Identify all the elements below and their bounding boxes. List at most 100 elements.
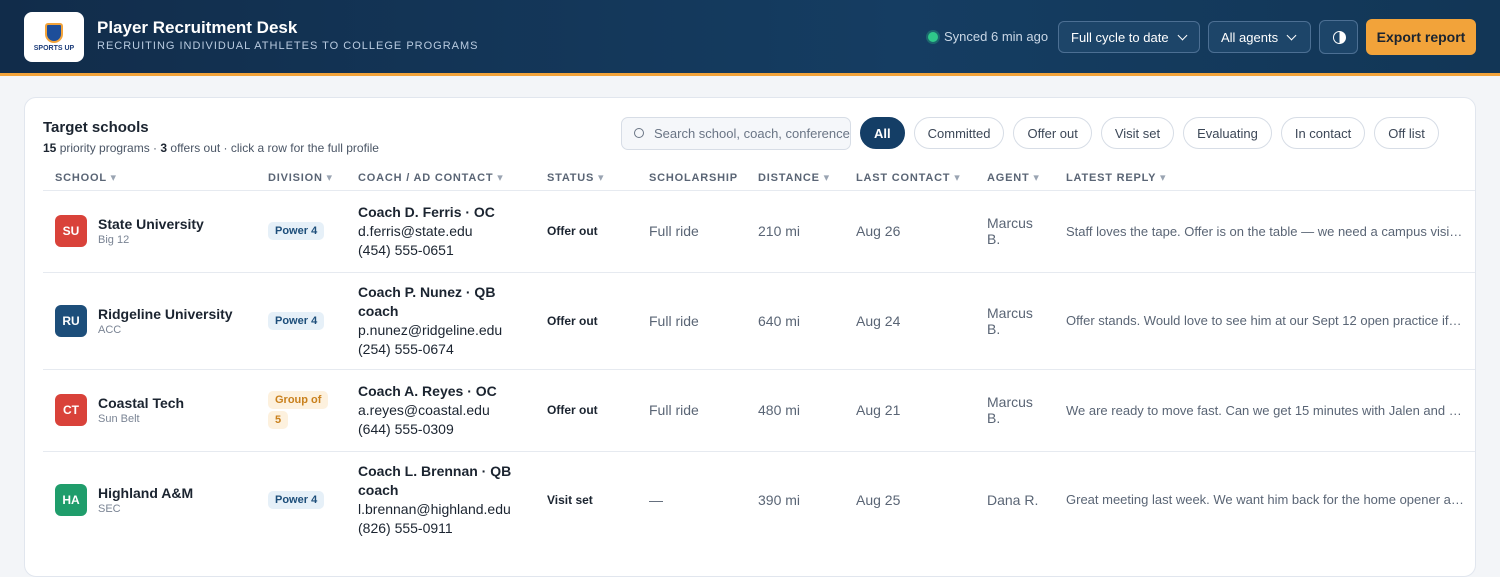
column-header[interactable]: COACH / AD CONTACT [346,166,535,190]
filter-chip[interactable]: Off list [1374,117,1439,149]
search-input[interactable]: Search school, coach, conference [621,117,851,150]
column-header[interactable]: AGENT [975,166,1054,190]
coach-name: Coach A. Reyes · OC [358,382,497,399]
schools-table: SCHOOLDIVISIONCOACH / AD CONTACTSTATUS SC… [43,166,1475,548]
coach-name: Coach D. Ferris · OC [358,203,495,220]
latest-reply: Offer stands. Would love to see him at o… [1054,271,1475,369]
scholarship: Full ride [637,368,746,451]
filter-chip[interactable]: In contact [1280,117,1366,149]
coach-phone: (644) 555-0309 [358,420,454,437]
school-cell: SU State University Big 12 [43,189,256,272]
coach-phone: (454) 555-0651 [358,241,454,258]
logo[interactable]: SPORTS UP [24,12,84,62]
school-avatar: CT [55,394,87,426]
coach-cell: Coach P. Nunez · QB coach p.nunez@ridgeli… [346,271,535,369]
filter-chip[interactable]: Visit set [1100,117,1175,149]
division-badge: Power 4 [268,222,325,240]
header: SPORTS UP Player Recruitment Desk RECRUI… [0,0,1500,76]
division-badge: Group of 5 [268,391,329,429]
school-cell: RU Ridgeline University ACC [43,271,256,369]
coach-email: d.ferris@state.edu [358,222,473,239]
school: CT Coastal Tech Sun Belt [55,394,244,426]
filter-chip[interactable]: Committed [913,117,1005,149]
status: Offer out [535,189,637,272]
column-header[interactable]: DISTANCE [746,166,844,190]
school-avatar: RU [55,304,87,337]
filter-chip[interactable]: Evaluating [1183,117,1272,149]
summary-text: priority programs · [56,141,161,155]
conference: ACC [98,323,122,336]
export-button[interactable]: Export report [1366,19,1476,55]
distance: 390 mi [746,450,844,548]
last-contact: Aug 24 [844,271,975,369]
agent: Dana R. [975,450,1054,548]
school-name: State University [98,216,204,232]
agent-select[interactable]: All agents [1208,21,1311,53]
school-row[interactable]: CT Coastal Tech Sun Belt Group of 5 Coach A.… [43,368,1475,451]
school-name: Ridgeline University [98,305,233,322]
division-cell: Power 4 [256,450,346,548]
conference: Sun Belt [98,413,140,425]
school-row[interactable]: RU Ridgeline University ACC Power 4 Coach P.… [43,271,1475,369]
coach-name: Coach L. Brennan · QB coach [358,462,512,498]
scholarship: — [637,450,746,548]
school-cell: HA Highland A&M SEC [43,450,256,548]
count: 15 [43,141,57,155]
column-header[interactable]: LATEST REPLY [1054,166,1475,190]
logo-text: SPORTS UP [33,44,75,52]
latest-reply: We are ready to move fast. Can we get 15… [1054,368,1475,451]
card-title: Target schools [43,119,149,136]
school-info: Ridgeline University ACC [98,306,233,336]
status: Offer out [535,271,637,369]
status: Offer out [535,368,637,451]
column-header[interactable]: SCHOOL [43,166,256,190]
coach-cell: Coach D. Ferris · OC d.ferris@state.edu (4… [346,189,535,272]
school-avatar: HA [55,483,87,516]
division-cell: Group of 5 [256,368,346,451]
school-row[interactable]: SU State University Big 12 Power 4 Coach D. … [43,189,1475,272]
column-header[interactable]: LAST CONTACT [844,166,975,190]
distance: 640 mi [746,271,844,369]
school-info: State University Big 12 [98,216,204,246]
division-badge: Power 4 [268,311,325,330]
school-avatar: SU [55,215,87,247]
theme-toggle[interactable] [1319,20,1358,54]
filter-chip[interactable]: All [860,117,905,149]
coach-email: l.brennan@highland.edu [358,500,511,517]
scholarship: Full ride [637,189,746,272]
column-header[interactable]: SCHOLARSHIP [649,171,738,184]
conference: SEC [98,502,121,515]
distance: 480 mi [746,368,844,451]
cycle-select[interactable]: Full cycle to date [1058,21,1200,53]
division-cell: Power 4 [256,271,346,369]
coach-name: Coach P. Nunez · QB coach [358,283,496,319]
coach-email: a.reyes@coastal.edu [358,401,490,418]
scholarship: Full ride [637,271,746,369]
sync-text: Synced 6 min ago [944,29,1049,44]
school-name: Coastal Tech [98,395,185,411]
summary-text: offers out · click a row for the full pr… [167,141,379,155]
coach-cell: Coach A. Reyes · OC a.reyes@coastal.edu (6… [346,368,535,451]
school: SU State University Big 12 [55,215,244,247]
coach-cell: Coach L. Brennan · QB coach l.brennan@hig… [346,450,535,548]
last-contact: Aug 26 [844,189,975,272]
last-contact: Aug 25 [844,450,975,548]
column-header[interactable]: DIVISION [256,166,346,190]
schools-card: Target schools 15 priority programs · 3 … [24,97,1476,577]
school-cell: CT Coastal Tech Sun Belt [43,368,256,451]
column-header[interactable]: STATUS [535,166,637,190]
agent: Marcus B. [975,271,1054,369]
latest-reply: Great meeting last week. We want him bac… [1054,450,1475,548]
school: HA Highland A&M SEC [55,483,244,516]
filter-chips: All Committed Offer out Visit set Evaluating… [860,117,1439,149]
coach-phone: (826) 555-0911 [358,519,453,536]
app-subtitle: RECRUITING INDIVIDUAL ATHLETES TO COLLEG… [97,40,479,52]
school-info: Highland A&M SEC [98,485,193,515]
latest-reply: Staff loves the tape. Offer is on the ta… [1054,189,1475,272]
card-summary: 15 priority programs · 3 offers out · cl… [43,141,379,155]
last-contact: Aug 21 [844,368,975,451]
page: {"header":{"logo":"SPORTS UP","title":"P… [0,0,1500,560]
filter-chip[interactable]: Offer out [1013,117,1092,149]
header-row: SCHOOLDIVISIONCOACH / AD CONTACTSTATUS SC… [43,166,1475,190]
school-row[interactable]: HA Highland A&M SEC Power 4 Coach L. Brennan… [43,450,1475,548]
